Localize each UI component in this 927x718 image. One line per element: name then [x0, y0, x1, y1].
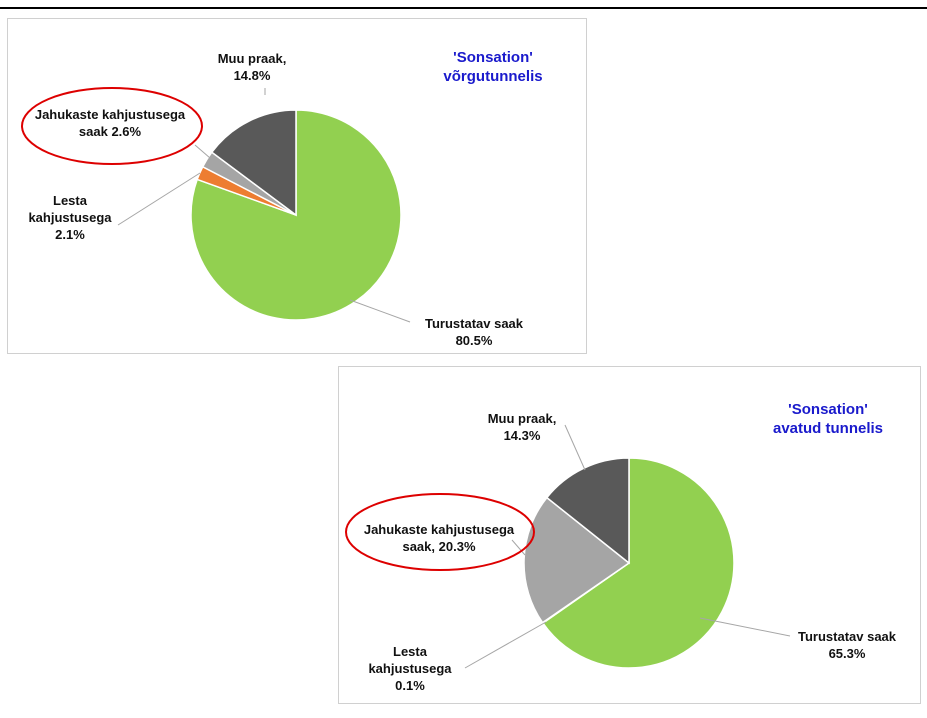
chart-title: 'Sonsation' avatud tunnelis	[772, 401, 884, 437]
value-label: 2.1%	[55, 227, 85, 242]
data-label: Muu praak, 14.8%	[212, 50, 292, 84]
value-label: 0.1%	[395, 678, 425, 693]
category-label: Turustatav saak	[797, 629, 897, 644]
highlight-ellipse	[345, 493, 535, 571]
value-label: 2.6%	[111, 124, 142, 139]
leader-line	[194, 144, 211, 159]
data-label: Jahukaste kahjustusega saak, 20.3%	[352, 521, 527, 555]
category-label: Lesta kahjustusega	[368, 644, 452, 676]
pie-slice	[541, 457, 735, 669]
leader-line	[564, 424, 586, 471]
leader-line	[511, 539, 526, 556]
category-label: Lesta kahjustusega	[28, 193, 112, 225]
data-label: Lesta kahjustusega 2.1%	[25, 192, 115, 243]
leader-line	[117, 172, 201, 226]
data-label: Jahukaste kahjustusega saak 2.6%	[25, 106, 195, 140]
pie-slice	[210, 109, 297, 217]
category-label: Turustatav saak	[424, 316, 524, 331]
chart-title: 'Sonsation' võrgutunnelis	[443, 49, 543, 85]
category-label: Jahukaste kahjustusega saak,	[363, 522, 515, 554]
data-label: Turustatav saak 80.5%	[419, 315, 529, 349]
chart-title: 'Sonsation' avatud tunnelis	[763, 400, 893, 438]
value-label: 14.3%	[503, 428, 541, 443]
value-label: 65.3%	[828, 646, 866, 661]
leader-line	[349, 299, 411, 323]
leader-line	[464, 621, 547, 669]
category-label: Muu praak,	[487, 411, 557, 426]
leader-line	[699, 617, 791, 637]
highlight-ellipse	[21, 87, 203, 165]
category-label: Jahukaste kahjustusega saak	[34, 107, 186, 139]
pie-slice	[545, 457, 630, 565]
value-label: 14.8%	[233, 68, 271, 83]
data-label: Muu praak, 14.3%	[482, 410, 562, 444]
category-label: Muu praak,	[217, 51, 287, 66]
data-label: Lesta kahjustusega 0.1%	[365, 643, 455, 694]
data-label: Turustatav saak 65.3%	[792, 628, 902, 662]
value-label: 80.5%	[455, 333, 493, 348]
value-label: 20.3%	[438, 539, 476, 554]
pie-slice	[523, 496, 631, 624]
chart-title: 'Sonsation' võrgutunnelis	[428, 48, 558, 86]
